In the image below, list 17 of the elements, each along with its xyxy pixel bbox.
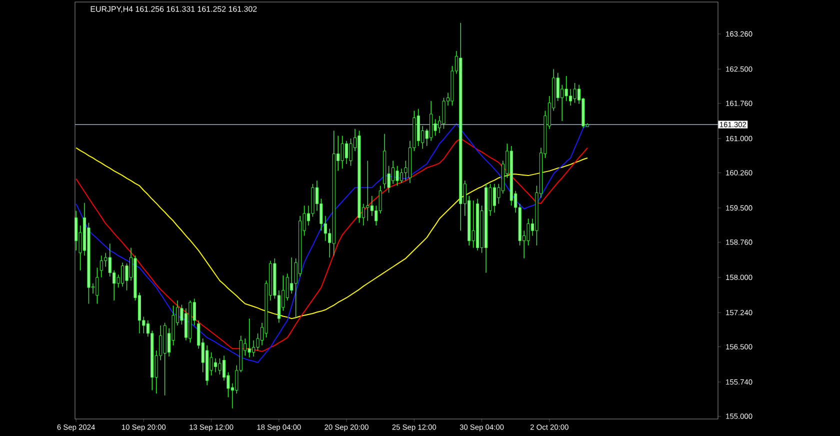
candlestick — [74, 210, 78, 251]
candlestick — [442, 97, 446, 130]
candlestick — [430, 100, 433, 142]
candlestick — [400, 168, 404, 184]
candlestick — [218, 358, 222, 375]
candlestick — [573, 82, 576, 104]
candlestick — [366, 160, 370, 222]
candlestick — [100, 255, 103, 278]
candlestick — [526, 218, 530, 246]
candlestick — [472, 200, 475, 248]
candlestick — [290, 257, 294, 294]
candlestick — [396, 165, 399, 186]
candlestick — [564, 76, 568, 102]
candlestick — [248, 318, 251, 358]
candlestick — [96, 267, 99, 304]
candlestick — [349, 138, 352, 166]
candlestick — [340, 135, 344, 169]
